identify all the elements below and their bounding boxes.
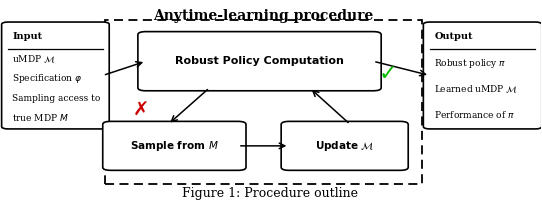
Text: ✗: ✗ xyxy=(132,101,149,120)
Text: Output: Output xyxy=(434,32,473,41)
Text: Specification $\varphi$: Specification $\varphi$ xyxy=(12,72,82,85)
Text: Learned uMDP $\mathcal{M}$: Learned uMDP $\mathcal{M}$ xyxy=(434,83,518,95)
Bar xyxy=(106,20,422,184)
FancyBboxPatch shape xyxy=(2,22,109,129)
Text: true MDP $M$: true MDP $M$ xyxy=(12,112,69,123)
FancyBboxPatch shape xyxy=(103,121,246,170)
Text: uMDP $\mathcal{M}$: uMDP $\mathcal{M}$ xyxy=(12,54,56,65)
FancyBboxPatch shape xyxy=(281,121,408,170)
Text: Performance of $\pi$: Performance of $\pi$ xyxy=(434,109,515,120)
Text: Robust Policy Computation: Robust Policy Computation xyxy=(175,56,344,66)
Text: Figure 1: Procedure outline: Figure 1: Procedure outline xyxy=(182,187,358,200)
Text: ✓: ✓ xyxy=(378,64,397,84)
Text: Sample from $M$: Sample from $M$ xyxy=(130,139,219,153)
Text: Robust policy $\pi$: Robust policy $\pi$ xyxy=(434,57,506,70)
Text: Sampling access to: Sampling access to xyxy=(12,94,101,103)
FancyBboxPatch shape xyxy=(138,32,381,91)
Text: Update $\mathcal{M}$: Update $\mathcal{M}$ xyxy=(315,139,375,153)
FancyBboxPatch shape xyxy=(423,22,542,129)
Text: Input: Input xyxy=(12,32,43,41)
Text: Anytime-learning procedure: Anytime-learning procedure xyxy=(153,9,373,23)
